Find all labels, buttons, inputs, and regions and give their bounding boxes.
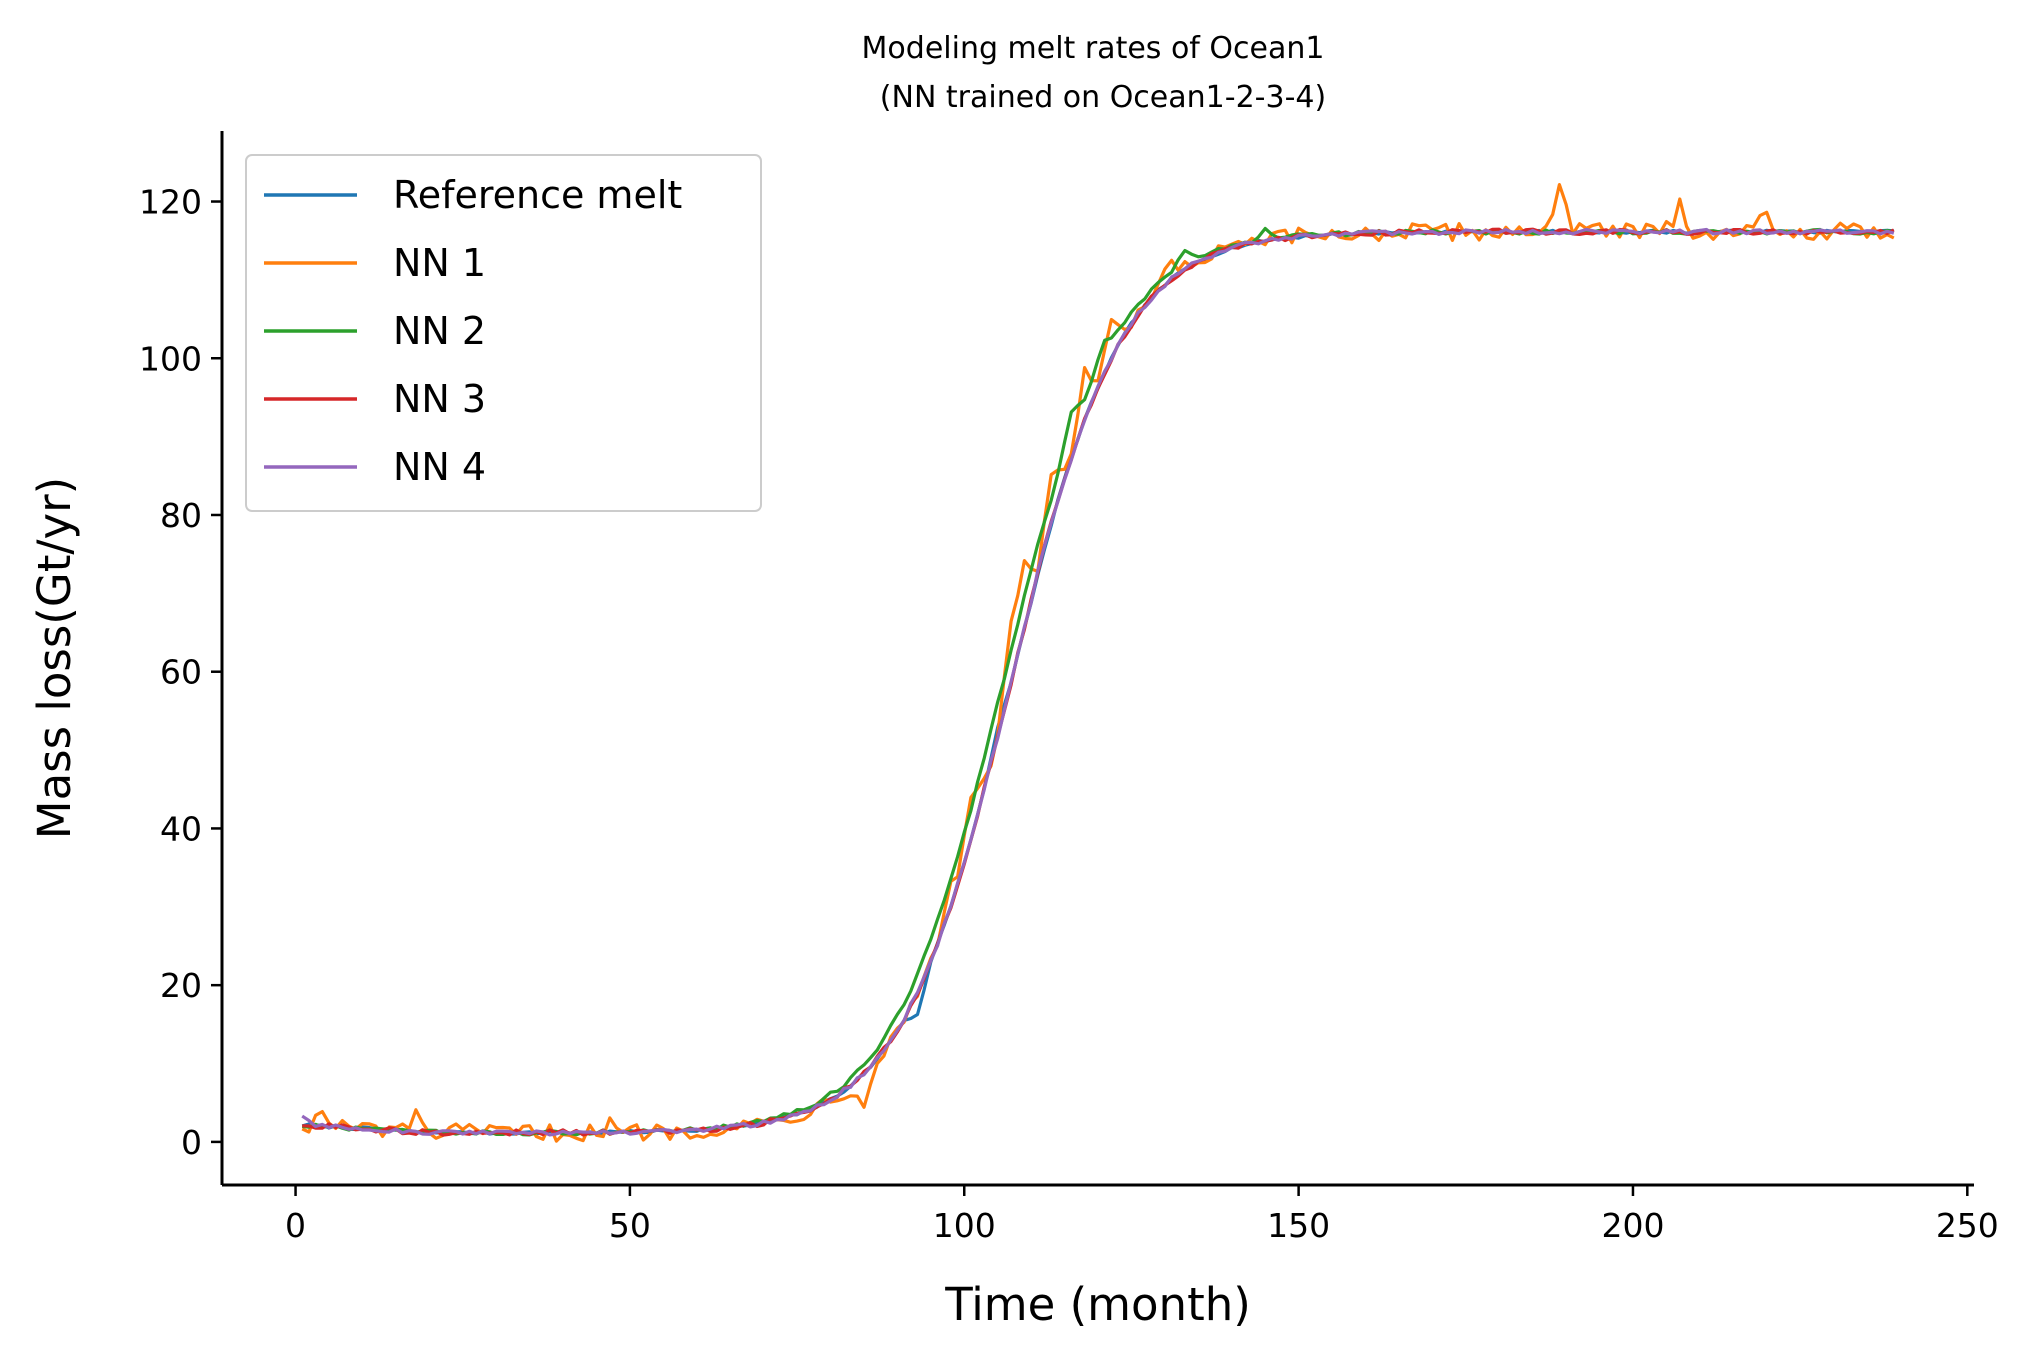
x-tick-label: 100 — [933, 1206, 996, 1245]
x-tick-label: 50 — [609, 1206, 651, 1245]
chart-title: Modeling melt rates of Ocean1 — [862, 31, 1325, 66]
x-axis-label: Time (month) — [944, 1278, 1251, 1331]
legend: Reference melt NN 1 NN 2 NN 3 NN 4 — [245, 154, 762, 512]
x-tick-label: 0 — [285, 1206, 306, 1245]
y-tick-label: 120 — [139, 183, 202, 222]
x-tick-label: 250 — [1936, 1206, 1999, 1245]
legend-entries: Reference melt NN 1 NN 2 NN 3 NN 4 — [264, 173, 682, 489]
legend-label: Reference melt — [393, 173, 682, 217]
y-tick-label: 0 — [181, 1123, 202, 1162]
x-tick-label: 150 — [1267, 1206, 1330, 1245]
legend-label: NN 4 — [393, 445, 486, 489]
y-axis-label: Mass loss(Gt/yr) — [28, 477, 81, 839]
legend-label: NN 3 — [393, 377, 486, 421]
y-axis-ticks: 0 20 40 60 80 100 120 — [139, 183, 222, 1162]
chart-subtitle: (NN trained on Ocean1-2-3-4) — [880, 80, 1326, 115]
series-line-nn-4 — [301, 227, 1895, 1137]
y-tick-label: 100 — [139, 339, 202, 378]
y-tick-label: 60 — [160, 653, 202, 692]
x-axis-ticks: 0 50 100 150 200 250 — [285, 1185, 1999, 1245]
y-tick-label: 40 — [160, 809, 202, 848]
legend-box — [245, 154, 762, 512]
plot-area — [301, 183, 1895, 1143]
y-tick-label: 20 — [160, 966, 202, 1005]
y-tick-label: 80 — [160, 496, 202, 535]
x-tick-label: 200 — [1601, 1206, 1664, 1245]
legend-label: NN 2 — [393, 309, 486, 353]
legend-label: NN 1 — [393, 241, 486, 285]
